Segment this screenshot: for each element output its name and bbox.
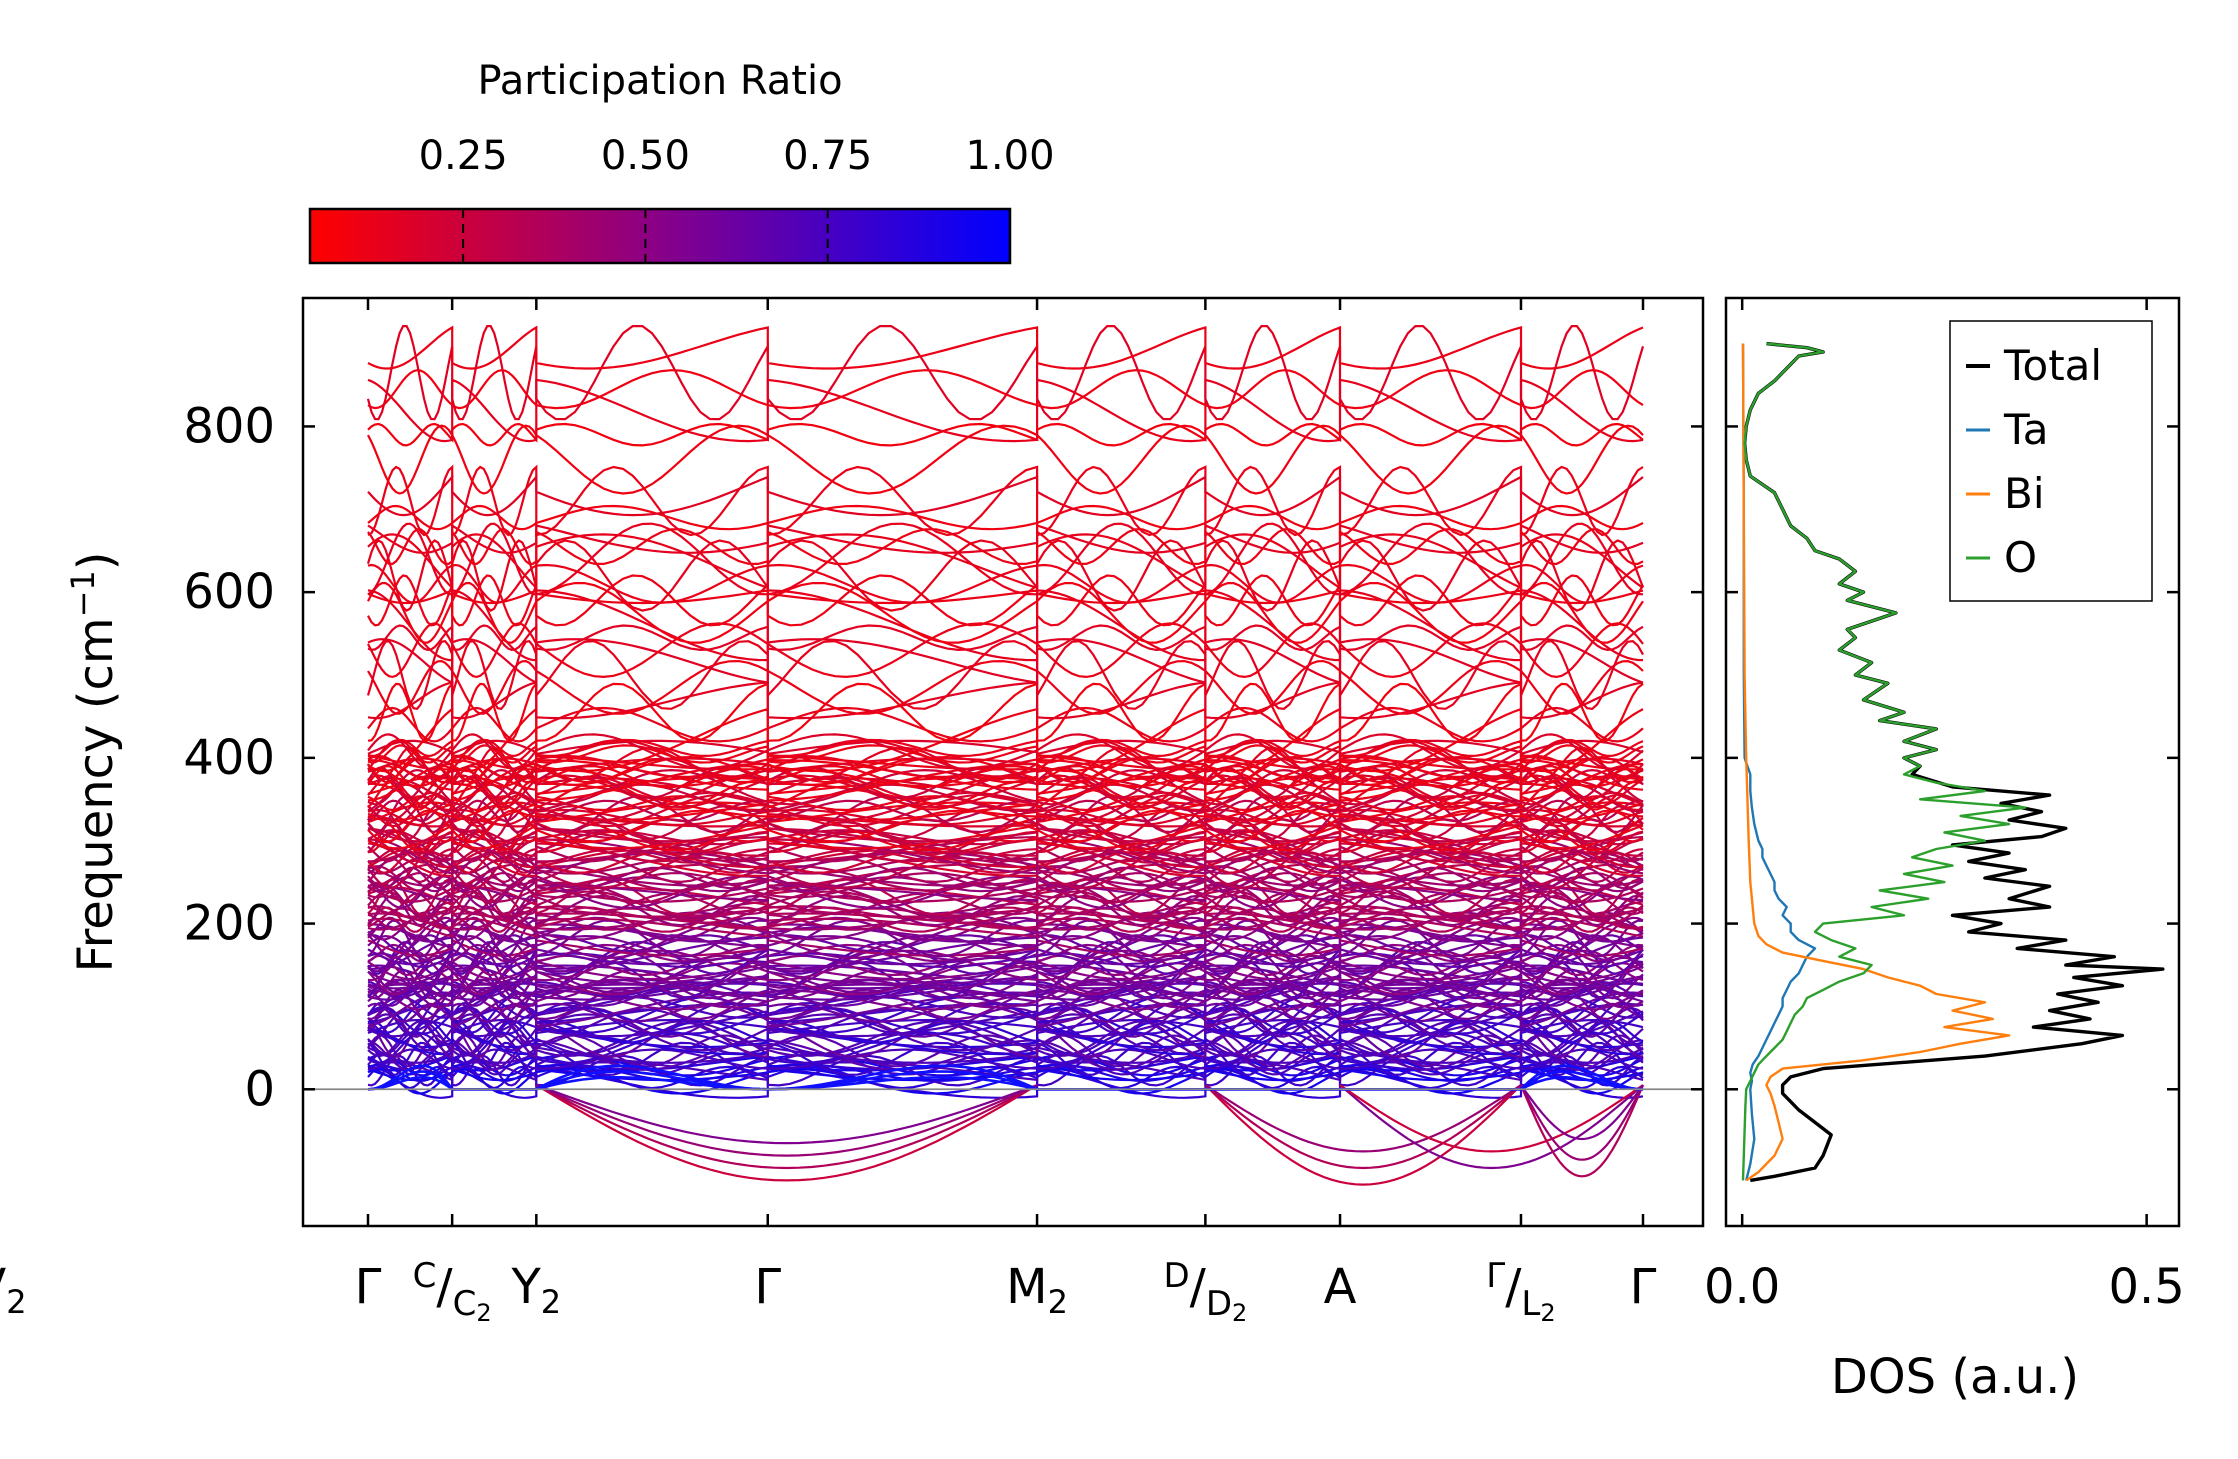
high-symmetry-label: Γ	[355, 1259, 382, 1315]
dos-axes-frame	[1724, 296, 2181, 1228]
imaginary-band-line	[1339, 1084, 1644, 1153]
band-line	[367, 522, 1644, 596]
legend-label: Total	[2003, 341, 2102, 390]
y-axis-label-main: Frequency (cm	[68, 617, 124, 972]
band-line	[367, 809, 1644, 844]
split-high-symmetry-label: C/C2	[413, 1256, 492, 1327]
imaginary-band-line	[535, 1084, 1038, 1182]
band-line	[367, 325, 1644, 370]
dos-x-tick-label: 0.0	[1704, 1259, 1780, 1315]
band-line	[367, 588, 1644, 605]
band-line	[367, 978, 1644, 1009]
y-tick-label: 0	[244, 1061, 275, 1117]
band-line	[366, 325, 1645, 421]
colorbar-gradient	[308, 207, 1012, 265]
imaginary-band-line	[535, 1084, 1038, 1170]
y-tick-label: 600	[183, 564, 275, 620]
high-symmetry-label: V2	[0, 1259, 27, 1321]
legend-label: O	[2004, 533, 2037, 582]
high-symmetry-label: Γ	[754, 1259, 781, 1315]
band-line	[367, 574, 1644, 627]
legend-label: Ta	[2003, 405, 2048, 454]
y-tick-label: 200	[183, 896, 275, 952]
band-line	[367, 474, 1644, 517]
band-line	[367, 422, 1644, 447]
imaginary-band-line	[1204, 1084, 1522, 1153]
imaginary-band-line	[1339, 1084, 1644, 1170]
imaginary-band-line	[1519, 1084, 1645, 1178]
colorbar-tick-label: 1.00	[965, 133, 1054, 179]
band-line	[367, 622, 1644, 679]
dos-series-o	[1741, 342, 2027, 1181]
band-axes-frame	[301, 296, 1705, 1228]
dos-panel: 0.0 0.5 DOS (a.u.) Total Ta Bi O	[1704, 296, 2185, 1405]
split-high-symmetry-label: Γ/L2	[1486, 1256, 1555, 1327]
imaginary-band-line	[1204, 1084, 1522, 1170]
dos-x-tick-label: 0.5	[2108, 1259, 2184, 1315]
band-structure-panel: 0 200 400 600 800 Γ Y2 Γ M2 A Γ V2 C/C2 D/D2 Γ/L2 Freq…	[0, 296, 1705, 1327]
y-axis-label-sup: −1	[64, 570, 102, 617]
dos-x-axis-label: DOS (a.u.)	[1831, 1349, 2079, 1405]
dos-legend: Total Ta Bi O	[1949, 320, 2153, 602]
y-tick-label: 400	[183, 730, 275, 786]
y-tick-label: 800	[183, 398, 275, 454]
band-line	[367, 424, 1644, 495]
band-line	[367, 638, 1644, 685]
colorbar-title: Participation Ratio	[477, 58, 842, 104]
band-line	[367, 681, 1644, 720]
imaginary-band-line	[535, 1084, 1038, 1145]
split-high-symmetry-label: D/D2	[1163, 1256, 1247, 1327]
dos-series-bi	[1741, 343, 2011, 1182]
high-symmetry-label: M2	[1006, 1259, 1068, 1321]
dos-series-ta	[1741, 343, 1817, 1181]
imaginary-band-line	[1520, 1084, 1644, 1161]
legend-label: Bi	[2004, 469, 2044, 518]
high-symmetry-label: Y2	[510, 1259, 561, 1321]
band-line	[367, 378, 1644, 443]
colorbar-tick-label: 0.50	[601, 133, 690, 179]
band-line	[367, 464, 1644, 537]
imaginary-band-line	[535, 1084, 1038, 1157]
colorbar-tick-label: 0.25	[419, 133, 508, 179]
high-symmetry-label: Γ	[1630, 1259, 1657, 1315]
y-axis-label: Frequency (cm−1)	[64, 551, 124, 972]
imaginary-band-line	[1520, 1084, 1644, 1141]
band-line	[367, 369, 1644, 410]
high-symmetry-label: A	[1324, 1259, 1357, 1315]
colorbar-tick-label: 0.75	[783, 133, 872, 179]
y-axis-label-close: )	[68, 551, 124, 570]
colorbar: Participation Ratio 0.25 0.50 0.75 1.00	[308, 58, 1055, 265]
band-line	[367, 528, 1644, 566]
imaginary-band-line	[1204, 1084, 1522, 1186]
